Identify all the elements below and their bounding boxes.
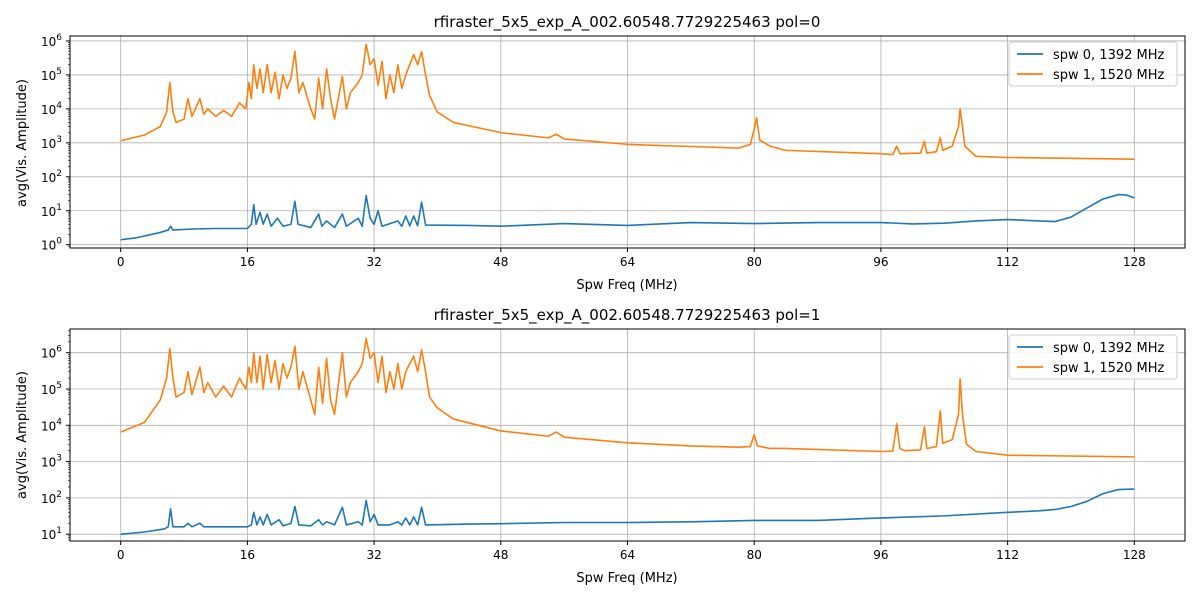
y-tick-label: 104 (41, 417, 62, 433)
y-axis-label: avg(Vis. Amplitude) (15, 371, 30, 499)
chart-panel-pol1: rfiraster_5x5_exp_A_002.60548.7729225463… (15, 306, 1186, 586)
x-tick-label: 112 (996, 255, 1019, 269)
chart-panel-pol0: rfiraster_5x5_exp_A_002.60548.7729225463… (15, 13, 1186, 293)
y-tick-label: 102 (41, 490, 62, 506)
x-tick-label: 96 (873, 548, 888, 562)
chart-title: rfiraster_5x5_exp_A_002.60548.7729225463… (434, 13, 821, 32)
y-tick-label: 105 (41, 67, 62, 83)
x-tick-label: 64 (620, 548, 635, 562)
x-tick-label: 32 (366, 548, 381, 562)
y-tick-label: 101 (41, 203, 62, 219)
x-tick-label: 64 (620, 255, 635, 269)
x-tick-label: 16 (240, 548, 255, 562)
y-tick-label: 104 (41, 101, 62, 117)
x-tick-label: 0 (117, 255, 125, 269)
y-tick-label: 102 (41, 169, 62, 185)
y-axis-label: avg(Vis. Amplitude) (15, 79, 30, 207)
legend-label: spw 0, 1392 MHz (1053, 341, 1165, 356)
x-tick-label: 32 (366, 255, 381, 269)
x-tick-label: 112 (996, 548, 1019, 562)
chart-title: rfiraster_5x5_exp_A_002.60548.7729225463… (434, 306, 821, 325)
x-axis-label: Spw Freq (MHz) (576, 571, 677, 586)
legend-label: spw 0, 1392 MHz (1053, 48, 1165, 63)
x-tick-label: 16 (240, 255, 255, 269)
legend-box (1008, 334, 1178, 380)
x-tick-label: 80 (747, 255, 762, 269)
y-tick-label: 103 (41, 454, 62, 470)
x-tick-label: 128 (1123, 548, 1146, 562)
x-tick-label: 48 (493, 255, 508, 269)
y-tick-label: 100 (41, 237, 62, 253)
x-axis-label: Spw Freq (MHz) (576, 278, 677, 293)
legend-label: spw 1, 1520 MHz (1053, 68, 1165, 83)
y-tick-label: 106 (41, 345, 62, 361)
legend-label: spw 1, 1520 MHz (1053, 361, 1165, 376)
x-tick-label: 48 (493, 548, 508, 562)
series-line-0 (120, 488, 1135, 536)
x-tick-label: 96 (873, 255, 888, 269)
series-line-1 (120, 337, 1135, 458)
y-tick-label: 106 (41, 33, 62, 49)
series-line-1 (120, 43, 1135, 160)
series-line-0 (120, 193, 1135, 241)
y-tick-label: 101 (41, 526, 62, 542)
x-tick-label: 80 (747, 548, 762, 562)
x-tick-label: 128 (1123, 255, 1146, 269)
legend-box (1008, 41, 1178, 87)
y-tick-label: 103 (41, 135, 62, 151)
x-tick-label: 0 (117, 548, 125, 562)
y-tick-label: 105 (41, 381, 62, 397)
